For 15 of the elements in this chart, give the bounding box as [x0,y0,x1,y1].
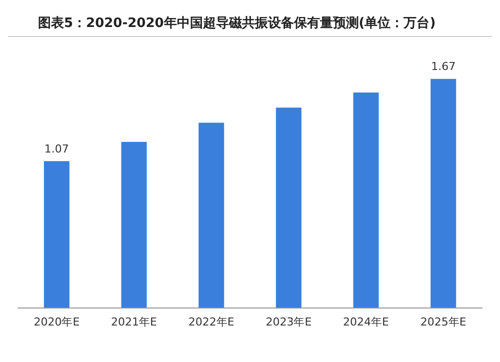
data-label: 1.07 [44,142,69,156]
x-tick-label: 2025年E [420,315,466,328]
bar [276,108,302,308]
bar [353,92,379,308]
chart-title: 图表5：2020-2020年中国超导磁共振设备保有量预测(单位：万台) [8,8,492,37]
bar [198,122,224,308]
bar [121,142,147,308]
x-tick-label: 2023年E [266,315,312,328]
bar [44,161,70,308]
x-tick-label: 2024年E [343,315,390,328]
x-tick-label: 2020年E [34,315,80,328]
x-tick-label: 2021年E [111,315,158,328]
data-label: 1.67 [431,60,456,74]
x-tick-label: 2022年E [188,315,234,328]
bar [430,78,456,308]
